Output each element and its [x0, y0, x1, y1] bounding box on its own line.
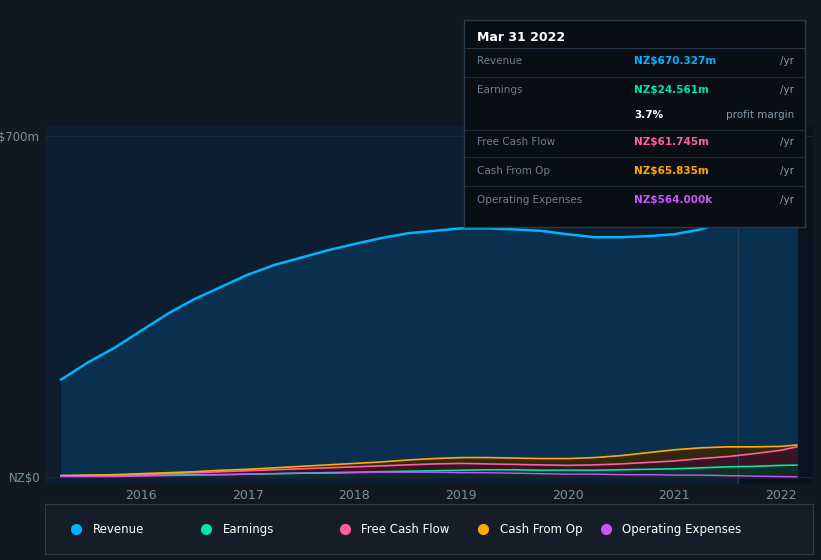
Text: Cash From Op: Cash From Op — [478, 166, 551, 176]
Text: NZ$24.561m: NZ$24.561m — [635, 85, 709, 95]
Text: 3.7%: 3.7% — [635, 110, 663, 120]
Bar — [738, 126, 821, 484]
Text: NZ$564.000k: NZ$564.000k — [635, 195, 713, 205]
Text: Revenue: Revenue — [478, 56, 523, 66]
Text: NZ$670.327m: NZ$670.327m — [635, 56, 717, 66]
Text: Earnings: Earnings — [223, 522, 274, 536]
Text: /yr: /yr — [780, 137, 795, 147]
Text: NZ$65.835m: NZ$65.835m — [635, 166, 709, 176]
Text: /yr: /yr — [780, 195, 795, 205]
Text: NZ$61.745m: NZ$61.745m — [635, 137, 709, 147]
Text: Free Cash Flow: Free Cash Flow — [478, 137, 556, 147]
Text: /yr: /yr — [780, 56, 795, 66]
Text: Cash From Op: Cash From Op — [500, 522, 582, 536]
Text: Mar 31 2022: Mar 31 2022 — [478, 31, 566, 44]
Text: Revenue: Revenue — [93, 522, 144, 536]
Text: Operating Expenses: Operating Expenses — [478, 195, 583, 205]
Text: Earnings: Earnings — [478, 85, 523, 95]
Text: profit margin: profit margin — [726, 110, 795, 120]
Text: Operating Expenses: Operating Expenses — [622, 522, 741, 536]
Text: /yr: /yr — [780, 166, 795, 176]
Text: Free Cash Flow: Free Cash Flow — [361, 522, 450, 536]
Text: /yr: /yr — [780, 85, 795, 95]
